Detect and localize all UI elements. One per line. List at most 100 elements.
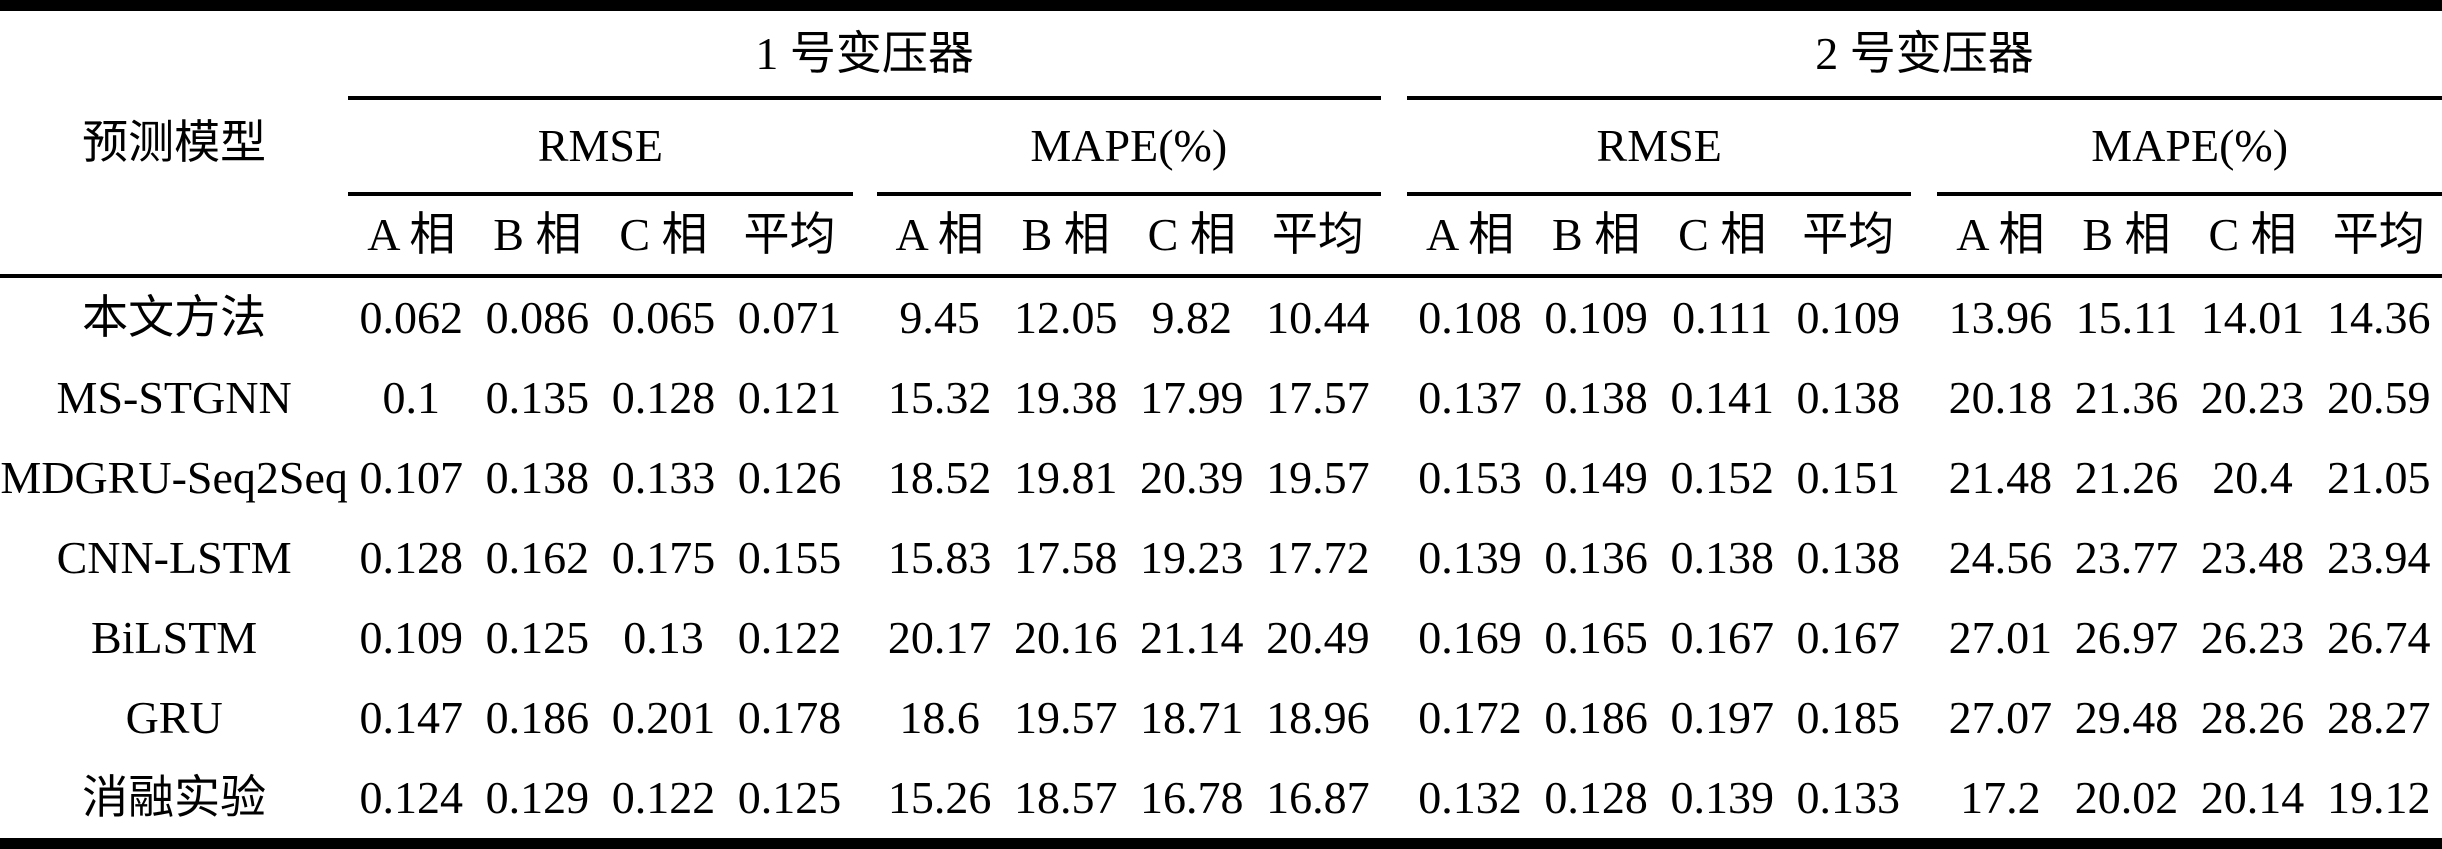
table-cell: 15.26	[887, 772, 992, 823]
table-cell: 0.167	[1796, 612, 1901, 663]
table-cell: 0.139	[1670, 772, 1774, 823]
table-cell: 0.122	[737, 612, 842, 663]
table-cell: 10.44	[1266, 292, 1370, 343]
table-cell: 0.122	[611, 772, 716, 823]
table-cell: 16.87	[1266, 772, 1370, 823]
table-cell: 0.197	[1670, 692, 1774, 743]
table-cell: 0.065	[611, 292, 716, 343]
table-cell: 0.137	[1418, 372, 1522, 423]
table-cell: 0.108	[1418, 292, 1522, 343]
table-cell: 20.14	[2200, 772, 2305, 823]
table-cell: 19.57	[1266, 452, 1370, 503]
table-cell: 0.138	[1796, 532, 1901, 583]
phase-header: 平均	[2315, 196, 2442, 278]
model-name: CNN-LSTM	[56, 532, 292, 583]
table-row: MDGRU-Seq2Seq 0.107 0.138 0.133 0.126 18.52 19…	[0, 438, 2442, 518]
column-gap	[1911, 518, 1937, 598]
phase-header: C 相	[2189, 196, 2316, 278]
metric-header: MAPE(%)	[876, 100, 1381, 196]
table-cell: 20.02	[2074, 772, 2179, 823]
phase-header: A 相	[1937, 196, 2064, 278]
phase-header: 平均	[1254, 196, 1381, 278]
table-cell: 0.062	[359, 292, 464, 343]
table-cell: 29.48	[2074, 692, 2179, 743]
model-name: MS-STGNN	[56, 372, 292, 423]
table-cell: 23.77	[2074, 532, 2179, 583]
table-cell: 18.6	[899, 692, 980, 743]
table-cell: 19.81	[1013, 452, 1118, 503]
table-cell: 0.128	[1544, 772, 1648, 823]
metric-header: RMSE	[1407, 100, 1912, 196]
group-header-transformer2: 2 号变压器	[1407, 11, 2442, 100]
table-row: 本文方法 0.062 0.086 0.065 0.071 9.45 12.05 9.82 10.…	[0, 278, 2442, 358]
table-cell: 0.136	[1544, 532, 1648, 583]
table-cell: 18.52	[887, 452, 992, 503]
table-cell: 0.185	[1796, 692, 1901, 743]
column-gap	[853, 278, 877, 358]
column-gap	[852, 196, 877, 278]
table-cell: 0.125	[485, 612, 590, 663]
column-gap	[853, 438, 877, 518]
column-gap	[853, 758, 877, 838]
table-row: GRU 0.147 0.186 0.201 0.178 18.6 19.57 18.71 18.…	[0, 678, 2442, 758]
model-name: 本文方法	[82, 292, 267, 343]
column-gap	[1381, 438, 1407, 518]
phase-header: C 相	[1659, 196, 1786, 278]
col-header-model: 预测模型	[0, 11, 349, 278]
table-cell: 9.45	[899, 292, 980, 343]
table-cell: 0.138	[1796, 372, 1901, 423]
column-gap	[853, 100, 877, 196]
table-row: MS-STGNN 0.1 0.135 0.128 0.121 15.32 19.38 17.9…	[0, 358, 2442, 438]
table-cell: 18.71	[1140, 692, 1244, 743]
table-cell: 0.169	[1418, 612, 1522, 663]
table-cell: 27.07	[1948, 692, 2053, 743]
table-cell: 18.96	[1266, 692, 1370, 743]
table-cell: 0.149	[1544, 452, 1648, 503]
column-gap	[853, 678, 877, 758]
phase-header: B 相	[2063, 196, 2190, 278]
table-cell: 0.129	[485, 772, 590, 823]
column-gap	[1911, 100, 1937, 196]
table-row: CNN-LSTM 0.128 0.162 0.175 0.155 15.83 17.58 19…	[0, 518, 2442, 598]
table-cell: 26.23	[2200, 612, 2305, 663]
column-gap	[1911, 758, 1937, 838]
table-cell: 17.2	[1960, 772, 2041, 823]
table-cell: 0.172	[1418, 692, 1522, 743]
table-cell: 28.26	[2200, 692, 2305, 743]
table-cell: 0.141	[1670, 372, 1774, 423]
table-cell: 19.23	[1140, 532, 1244, 583]
column-gap	[1381, 678, 1407, 758]
table-cell: 23.48	[2200, 532, 2305, 583]
table-cell: 0.167	[1670, 612, 1774, 663]
table-cell: 0.162	[485, 532, 590, 583]
model-name: GRU	[125, 692, 223, 743]
table-cell: 0.155	[737, 532, 842, 583]
table-cell: 19.38	[1013, 372, 1118, 423]
phase-header: C 相	[1128, 196, 1255, 278]
column-gap	[1911, 358, 1937, 438]
table-cell: 0.124	[359, 772, 464, 823]
column-gap	[1911, 598, 1937, 678]
metric-header: MAPE(%)	[1937, 100, 2442, 196]
table-cell: 21.48	[1948, 452, 2053, 503]
table-cell: 16.78	[1140, 772, 1244, 823]
column-gap	[853, 518, 877, 598]
phase-header: B 相	[1002, 196, 1129, 278]
table-cell: 0.147	[359, 692, 464, 743]
table-cell: 0.151	[1796, 452, 1901, 503]
column-gap	[1911, 678, 1937, 758]
table-cell: 0.186	[1544, 692, 1648, 743]
phase-header: C 相	[600, 196, 727, 278]
table-cell: 17.72	[1266, 532, 1370, 583]
table-cell: 0.13	[623, 612, 704, 663]
table-cell: 21.36	[2074, 372, 2179, 423]
table-cell: 26.97	[2074, 612, 2179, 663]
table-cell: 21.14	[1140, 612, 1244, 663]
table-cell: 17.57	[1266, 372, 1370, 423]
table-cell: 0.175	[611, 532, 716, 583]
table-cell: 0.126	[737, 452, 842, 503]
table-cell: 28.27	[2327, 692, 2431, 743]
group-header-transformer1: 1 号变压器	[348, 11, 1381, 100]
